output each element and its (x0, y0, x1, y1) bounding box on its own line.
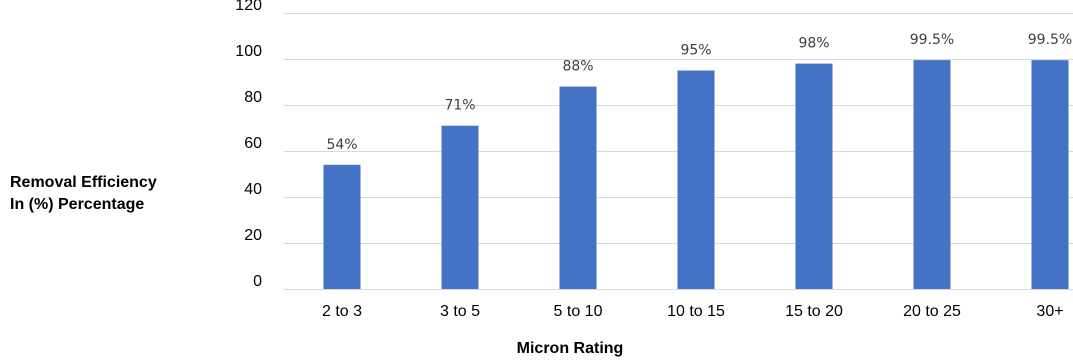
bar (441, 125, 479, 289)
data-label: 99.5% (1028, 32, 1072, 48)
data-label: 54% (326, 137, 357, 153)
x-tick-label: 20 to 25 (903, 303, 961, 320)
bar (1031, 60, 1069, 290)
y-tick-label: 100 (235, 43, 262, 60)
y-tick-label: 80 (244, 89, 262, 106)
bar (913, 60, 951, 290)
data-label: 88% (562, 59, 593, 75)
y-axis-title: Removal Efficiency In (%) Percentage (10, 172, 210, 216)
data-labels: 54% 71% 88% 95% 98% 99.5% 99.5% (326, 32, 1072, 153)
y-tick-label: 0 (253, 273, 262, 290)
x-tick-label: 15 to 20 (785, 303, 843, 320)
y-axis-title-line-1: Removal Efficiency (10, 174, 157, 191)
x-tick-label: 30+ (1036, 303, 1063, 320)
bar (323, 164, 361, 289)
bar (795, 63, 833, 289)
x-tick-label: 5 to 10 (554, 303, 603, 320)
x-axis-title: Micron Rating (516, 340, 624, 357)
data-label: 95% (680, 43, 711, 59)
data-label: 99.5% (910, 32, 954, 48)
x-tick-label: 2 to 3 (322, 303, 362, 320)
x-tick-label: 10 to 15 (667, 303, 725, 320)
y-tick-label: 20 (244, 227, 262, 244)
data-label: 71% (444, 98, 475, 114)
x-axis-ticks: 2 to 3 3 to 5 5 to 10 10 to 15 15 to 20 20 to… (322, 303, 1064, 320)
bar (677, 70, 715, 289)
y-tick-label: 60 (244, 135, 262, 152)
y-tick-label: 120 (235, 0, 262, 14)
data-label: 98% (798, 36, 829, 52)
y-axis-title-line-2: In (%) Percentage (10, 196, 145, 213)
y-axis-ticks: 0 20 40 60 80 100 120 (235, 0, 262, 290)
x-tick-label: 3 to 5 (440, 303, 480, 320)
bars (323, 60, 1069, 290)
y-tick-label: 40 (244, 181, 262, 198)
bar (559, 86, 597, 289)
